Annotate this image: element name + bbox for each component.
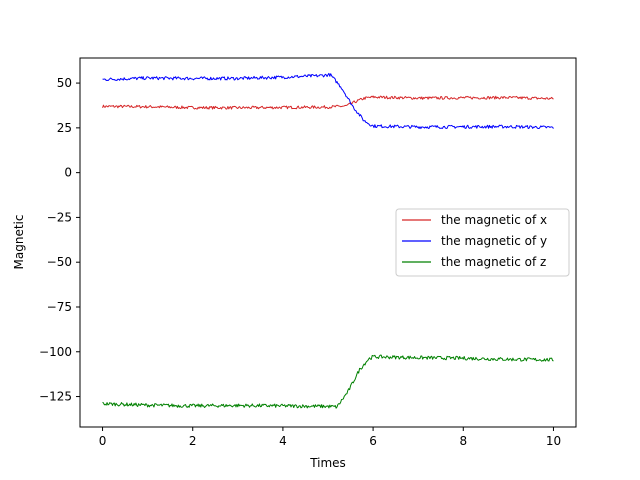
x-tick-label: 6 [369, 434, 377, 448]
x-axis-label: Times [309, 456, 346, 470]
plot-frame [79, 57, 577, 428]
series-line-1 [102, 95, 554, 110]
y-axis: 50 25 0 −25 −50 −75 −100 −125 [39, 76, 80, 404]
legend-label-3: the magnetic of z [441, 255, 546, 269]
x-axis: 0 2 4 6 8 10 [99, 427, 561, 448]
x-tick-label: 8 [459, 434, 467, 448]
x-tick-label: 10 [546, 434, 561, 448]
y-tick-label: 50 [57, 76, 72, 90]
x-tick-label: 0 [99, 434, 107, 448]
legend: the magnetic of x the magnetic of y the ma… [395, 208, 570, 277]
legend-box [395, 208, 570, 277]
y-tick-label: −50 [47, 255, 72, 269]
legend-label-1: the magnetic of x [441, 213, 547, 227]
y-tick-label: −75 [47, 300, 72, 314]
y-tick-label: 0 [64, 166, 72, 180]
y-axis-label: Magnetic [12, 215, 26, 270]
series-line-2 [102, 72, 554, 130]
y-tick-label: −25 [47, 210, 72, 224]
y-tick-label: −100 [39, 345, 72, 359]
x-tick-label: 2 [189, 434, 197, 448]
series-layer [102, 72, 554, 409]
y-tick-label: 25 [57, 121, 72, 135]
y-tick-label: −125 [39, 390, 72, 404]
series-line-3 [102, 354, 554, 409]
legend-label-2: the magnetic of y [441, 234, 547, 248]
x-tick-label: 4 [279, 434, 287, 448]
